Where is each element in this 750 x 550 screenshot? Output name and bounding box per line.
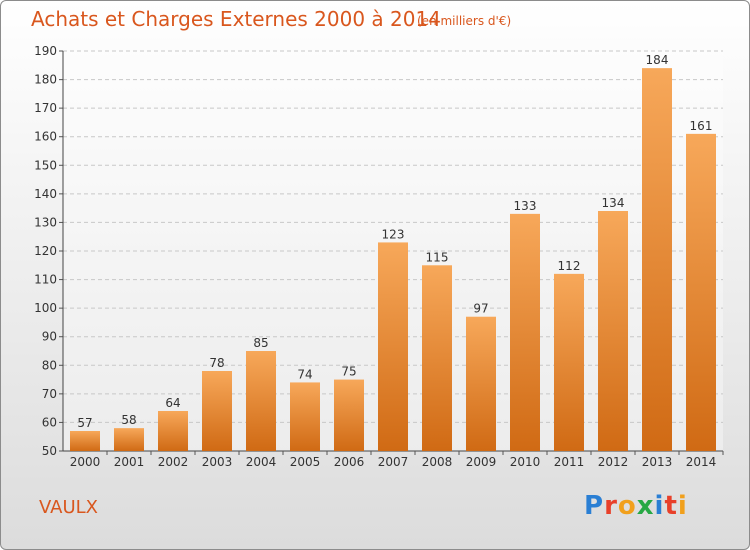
- x-tick-label: 2011: [554, 455, 585, 469]
- x-tick-label: 2001: [114, 455, 145, 469]
- y-tick-label: 110: [34, 273, 57, 287]
- y-tick-label: 190: [34, 44, 57, 58]
- bar: [158, 411, 188, 451]
- bar-value-label: 78: [209, 356, 224, 370]
- y-tick-label: 80: [42, 358, 57, 372]
- bar-value-label: 85: [253, 336, 268, 350]
- y-tick-label: 50: [42, 444, 57, 458]
- x-tick-label: 2006: [334, 455, 365, 469]
- bar: [422, 265, 452, 451]
- logo-letter: o: [617, 491, 637, 521]
- bar: [246, 351, 276, 451]
- x-tick-label: 2004: [246, 455, 277, 469]
- bar: [202, 371, 232, 451]
- y-tick-label: 70: [42, 387, 57, 401]
- x-tick-label: 2000: [70, 455, 101, 469]
- x-tick-label: 2003: [202, 455, 233, 469]
- bar: [554, 273, 584, 451]
- bar-value-label: 74: [297, 367, 312, 381]
- commune-name: VAULX: [39, 497, 99, 518]
- proxiti-logo: Proxiti: [584, 491, 688, 521]
- bar-value-label: 57: [77, 416, 92, 430]
- bar-value-label: 134: [602, 196, 625, 210]
- x-tick-label: 2013: [642, 455, 673, 469]
- bar-value-label: 97: [473, 302, 488, 316]
- y-tick-label: 160: [34, 130, 57, 144]
- bar: [642, 68, 672, 452]
- x-tick-label: 2008: [422, 455, 453, 469]
- y-tick-label: 130: [34, 215, 57, 229]
- logo-letter: i: [677, 491, 688, 521]
- y-tick-label: 60: [42, 415, 57, 429]
- y-tick-label: 120: [34, 244, 57, 258]
- logo-letter: r: [604, 491, 618, 521]
- bar-value-label: 161: [690, 119, 713, 133]
- bar-value-label: 64: [165, 396, 180, 410]
- bar: [510, 213, 540, 451]
- chart-subtitle: (en milliers d'€): [417, 14, 512, 28]
- bar-value-label: 58: [121, 413, 136, 427]
- bar: [334, 379, 364, 451]
- bar: [70, 431, 100, 451]
- bar-value-label: 123: [382, 227, 405, 241]
- y-tick-label: 100: [34, 301, 57, 315]
- x-tick-label: 2012: [598, 455, 629, 469]
- x-tick-label: 2005: [290, 455, 321, 469]
- bar: [686, 133, 716, 451]
- bar-value-label: 115: [426, 250, 449, 264]
- logo-letter: t: [664, 491, 678, 521]
- y-tick-label: 90: [42, 330, 57, 344]
- bar: [114, 428, 144, 451]
- logo-letter: P: [584, 491, 605, 521]
- bar: [598, 211, 628, 451]
- x-tick-label: 2010: [510, 455, 541, 469]
- bar-value-label: 112: [558, 259, 581, 273]
- bar-value-label: 75: [341, 365, 356, 379]
- x-tick-label: 2014: [686, 455, 717, 469]
- logo-letter: x: [636, 491, 655, 521]
- y-tick-label: 180: [34, 73, 57, 87]
- x-tick-label: 2007: [378, 455, 409, 469]
- y-tick-label: 150: [34, 158, 57, 172]
- y-tick-label: 170: [34, 101, 57, 115]
- x-tick-label: 2009: [466, 455, 497, 469]
- bar: [290, 382, 320, 451]
- bar: [378, 242, 408, 451]
- chart-title: Achats et Charges Externes 2000 à 2014: [31, 7, 441, 31]
- y-tick-label: 140: [34, 187, 57, 201]
- bar-value-label: 184: [646, 53, 669, 67]
- x-tick-label: 2002: [158, 455, 189, 469]
- logo-letter: i: [654, 491, 665, 521]
- bar-value-label: 133: [514, 199, 537, 213]
- bar: [466, 316, 496, 451]
